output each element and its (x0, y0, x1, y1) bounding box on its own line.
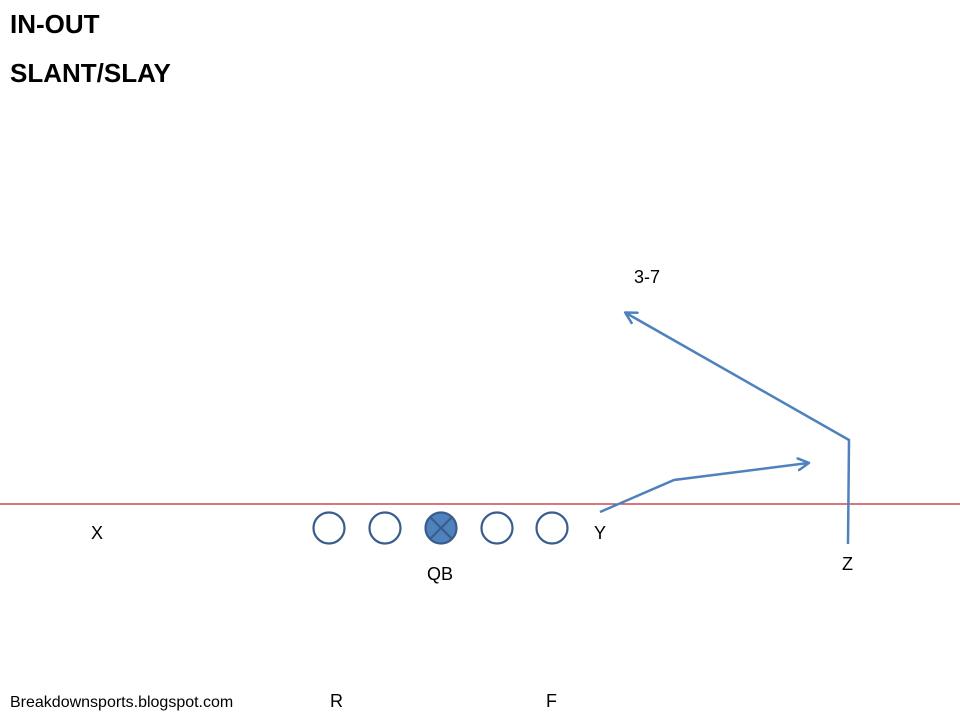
lineman-left-guard (368, 511, 402, 545)
x-receiver-label: X (91, 523, 103, 543)
z-receiver-route (626, 313, 851, 545)
lineman-right-guard (480, 511, 514, 545)
route-depth-label: 3-7 (634, 267, 660, 287)
lineman-left-tackle (312, 511, 346, 545)
play-title-line-2: SLANT/SLAY (10, 58, 171, 88)
y-receiver-label: Y (594, 523, 606, 543)
credit-text: Breakdownsports.blogspot.com (10, 694, 233, 711)
z-receiver-label: Z (842, 554, 853, 574)
quarterback-label: QB (427, 564, 453, 584)
y-receiver-route (599, 463, 808, 514)
play-title-line-1: IN-OUT (10, 9, 100, 39)
f-back-label: F (546, 691, 557, 711)
lineman-right-tackle (535, 511, 569, 545)
r-back-label: R (330, 691, 343, 711)
center-lineman (424, 511, 458, 545)
